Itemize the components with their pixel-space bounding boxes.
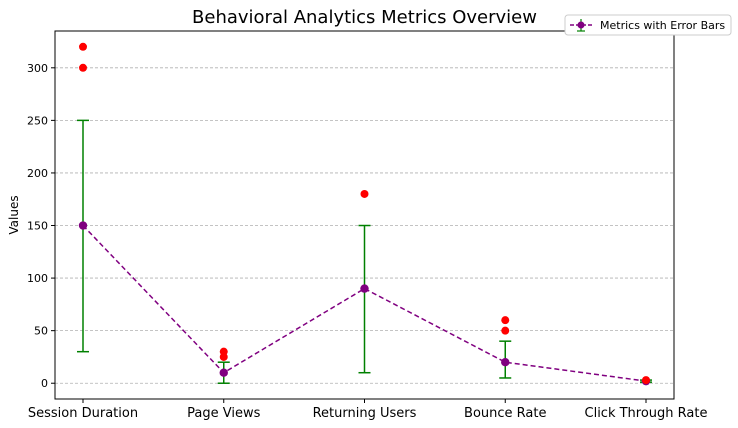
outlier-point xyxy=(501,316,510,325)
outlier-point xyxy=(79,42,87,51)
x-tick-label: Bounce Rate xyxy=(464,406,546,421)
y-tick-label: 300 xyxy=(27,62,48,75)
y-tick-label: 0 xyxy=(41,377,48,390)
outlier-point xyxy=(360,189,369,198)
outlier-point xyxy=(642,376,650,385)
y-axis-label: Values xyxy=(7,195,21,234)
data-point xyxy=(501,358,510,367)
x-ticks: Session Duration Page Views Returning User… xyxy=(28,399,708,421)
error-bars xyxy=(77,119,652,384)
legend-box xyxy=(564,14,732,36)
plot-frame xyxy=(54,30,675,400)
y-tick-label: 100 xyxy=(27,272,48,285)
x-tick-label: Page Views xyxy=(187,406,260,421)
chart-title: Behavioral Analytics Metrics Overview xyxy=(192,7,537,28)
legend: Metrics with Error Bars xyxy=(564,14,732,36)
legend-symbol xyxy=(570,19,592,32)
outlier-point xyxy=(501,326,510,335)
y-tick-label: 200 xyxy=(27,167,48,180)
x-tick-label: Click Through Rate xyxy=(585,406,708,421)
outlier-point xyxy=(219,347,228,356)
legend-entry-label: Metrics with Error Bars xyxy=(600,19,725,32)
y-tick-label: 250 xyxy=(27,114,48,127)
outlier-point xyxy=(79,63,87,72)
outlier-points xyxy=(79,42,650,385)
y-tick-label: 50 xyxy=(34,325,48,338)
data-point xyxy=(78,221,88,230)
x-tick-label: Session Duration xyxy=(28,406,138,421)
y-tick-label: 150 xyxy=(27,220,48,233)
legend-marker xyxy=(577,21,585,29)
data-point xyxy=(219,368,228,377)
x-tick-label: Returning Users xyxy=(313,406,417,421)
grid xyxy=(55,67,674,384)
y-ticks: 0 50 100 150 200 250 300 xyxy=(27,62,55,390)
data-point xyxy=(360,284,369,293)
